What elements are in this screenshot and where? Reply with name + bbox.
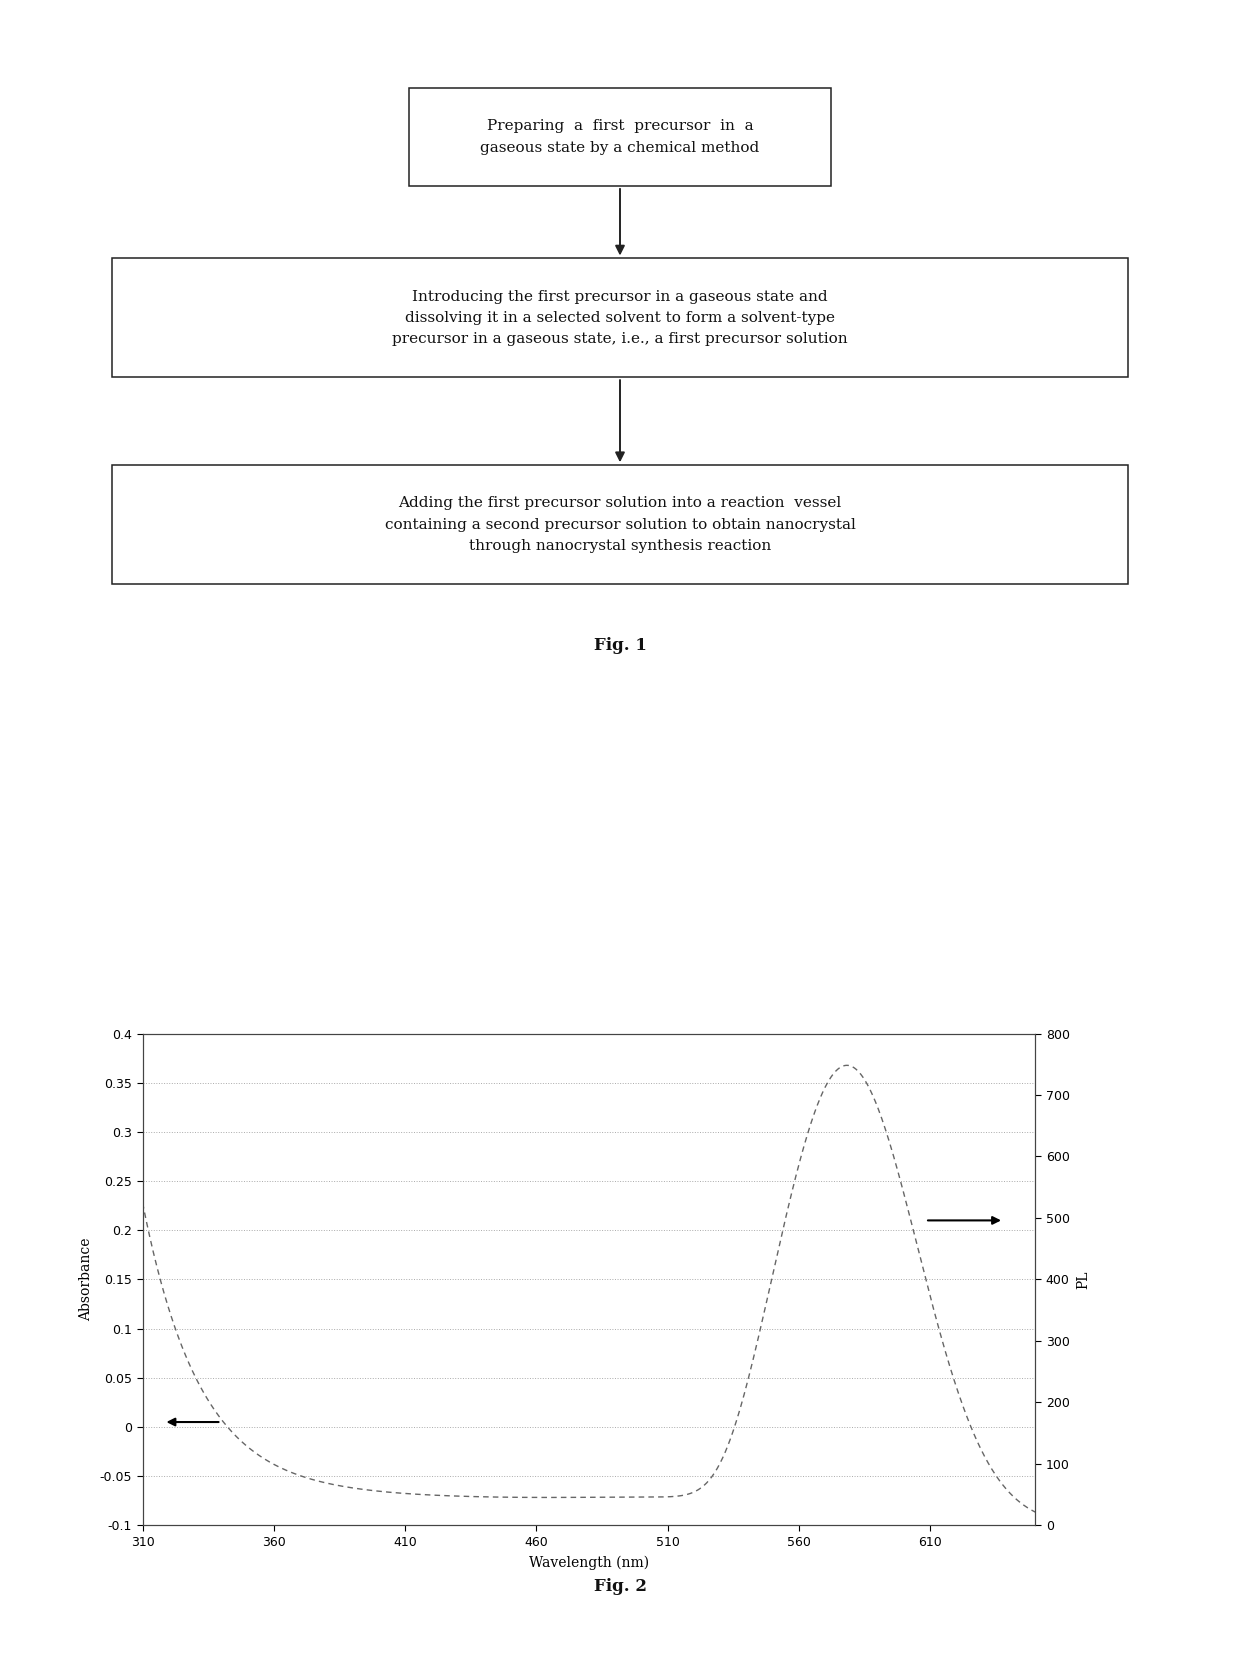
Y-axis label: Absorbance: Absorbance	[78, 1237, 93, 1322]
Text: Fig. 1: Fig. 1	[594, 637, 646, 655]
Y-axis label: PL: PL	[1076, 1270, 1091, 1289]
X-axis label: Wavelength (nm): Wavelength (nm)	[529, 1555, 649, 1570]
Bar	[409, 88, 831, 187]
Text: Fig. 2: Fig. 2	[594, 1579, 646, 1595]
Text: Preparing  a  first  precursor  in  a
gaseous state by a chemical method: Preparing a first precursor in a gaseous…	[480, 120, 760, 155]
Bar	[112, 258, 1128, 377]
Bar	[112, 465, 1128, 583]
Text: Introducing the first precursor in a gaseous state and
dissolving it in a select: Introducing the first precursor in a gas…	[392, 290, 848, 347]
Text: Adding the first precursor solution into a reaction  vessel
containing a second : Adding the first precursor solution into…	[384, 497, 856, 553]
